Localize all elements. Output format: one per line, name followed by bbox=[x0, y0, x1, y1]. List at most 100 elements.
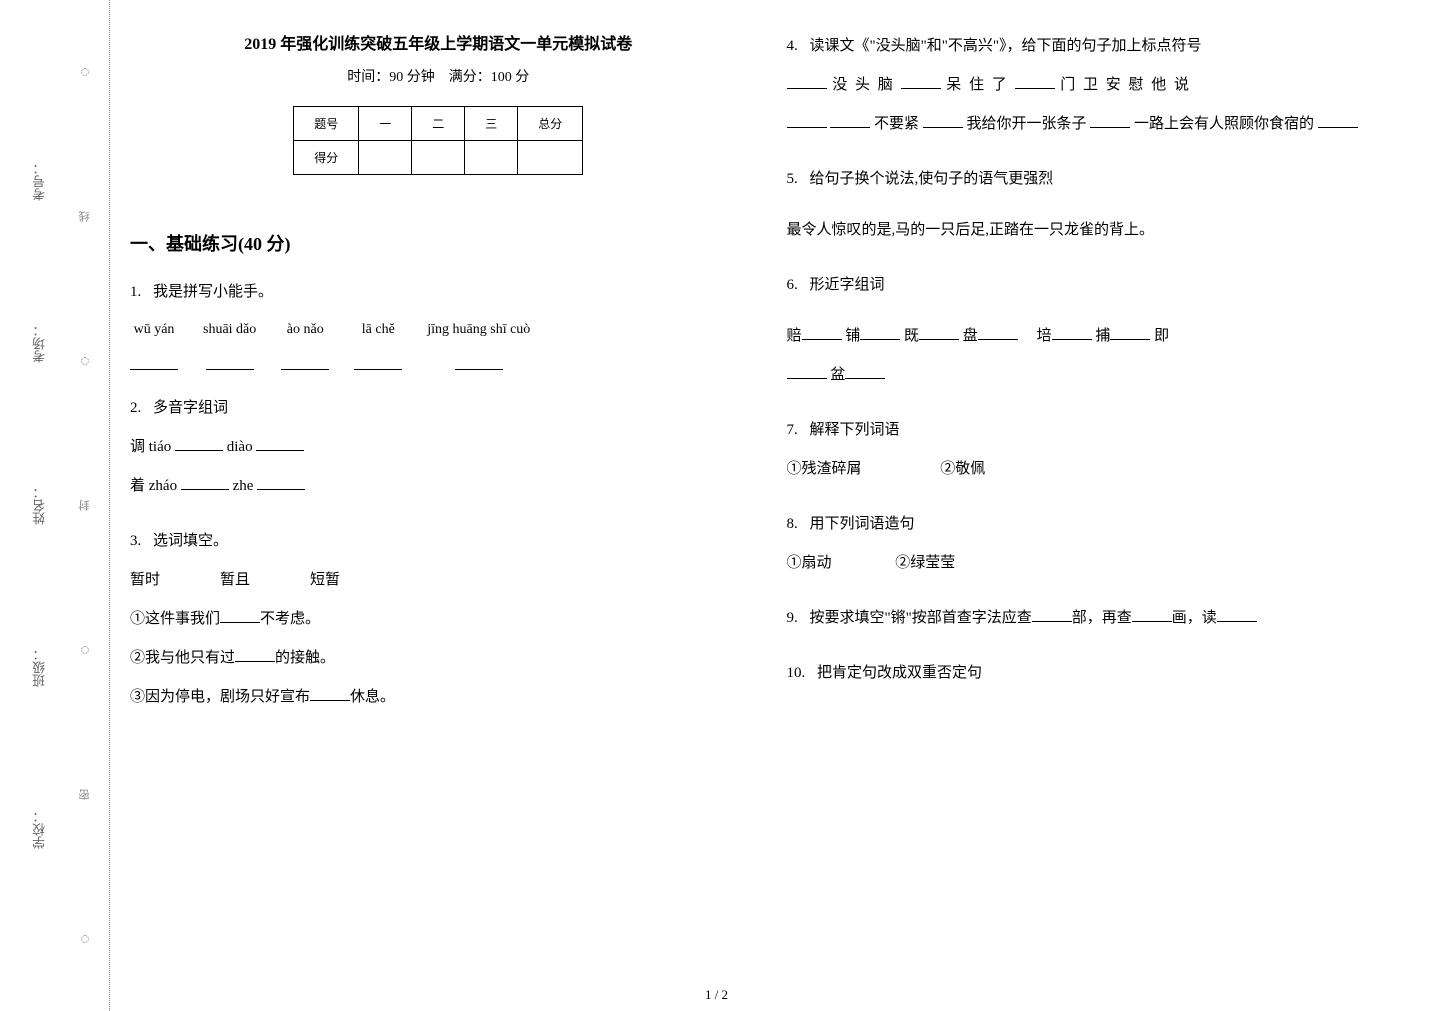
answer-blank[interactable] bbox=[787, 110, 827, 128]
table-cell bbox=[412, 141, 465, 175]
sub-items: ①扇动 ②绿莹莹 bbox=[787, 547, 1404, 580]
sub-item: ②我与他只有过的接触。 bbox=[130, 642, 747, 675]
answer-blank[interactable] bbox=[860, 322, 900, 340]
pinyin-item: shuāi dǎo bbox=[203, 315, 256, 370]
char: 盘 bbox=[963, 328, 978, 344]
item: ①扇动 bbox=[787, 555, 832, 571]
answer-blank[interactable] bbox=[923, 110, 963, 128]
question-number: 6. bbox=[787, 277, 798, 293]
section-1-header: 一、基础练习(40 分) bbox=[130, 230, 747, 256]
sidebar-label-name: 姓名： bbox=[30, 486, 49, 525]
fragment: 一路上会有人照顾你食宿的 bbox=[1134, 116, 1314, 132]
dotted-circle-icon bbox=[81, 935, 89, 943]
fragment: 没 头 脑 bbox=[832, 77, 895, 93]
question-number: 2. bbox=[130, 400, 141, 416]
answer-blank[interactable] bbox=[130, 352, 178, 370]
table-cell: 总分 bbox=[518, 107, 583, 141]
punctuation-line: 不要紧 我给你开一张条子 一路上会有人照顾你食宿的 bbox=[787, 108, 1404, 141]
answer-blank[interactable] bbox=[220, 605, 260, 623]
char-pinyin: 调 tiáo bbox=[130, 439, 171, 455]
word-options: 暂时 暂且 短暂 bbox=[130, 564, 747, 597]
answer-blank[interactable] bbox=[206, 352, 254, 370]
item: ②绿莹莹 bbox=[895, 555, 955, 571]
answer-blank[interactable] bbox=[181, 472, 229, 490]
answer-blank[interactable] bbox=[1015, 71, 1055, 89]
answer-blank[interactable] bbox=[787, 361, 827, 379]
char: 培 bbox=[1037, 328, 1052, 344]
item-text: ②我与他只有过 bbox=[130, 650, 235, 666]
answer-blank[interactable] bbox=[787, 71, 827, 89]
exam-subtitle: 时间：90 分钟 满分：100 分 bbox=[130, 66, 747, 86]
question-text: 把肯定句改成双重否定句 bbox=[817, 665, 982, 681]
item-text: 休息。 bbox=[350, 689, 395, 705]
question-text: 选词填空。 bbox=[153, 533, 228, 549]
question-5: 5. 给句子换个说法,使句子的语气更强烈 最令人惊叹的是,马的一只后足,正踏在一… bbox=[787, 163, 1404, 247]
dotted-circle-icon bbox=[81, 646, 89, 654]
seal-line: 线 封 密 bbox=[75, 0, 95, 1011]
pinyin-text: lā chě bbox=[362, 315, 395, 346]
table-cell bbox=[465, 141, 518, 175]
question-text: 画，读 bbox=[1172, 610, 1217, 626]
fragment: 我给你开一张条子 bbox=[967, 116, 1087, 132]
char-pinyin: 着 zháo bbox=[130, 478, 177, 494]
question-number: 3. bbox=[130, 533, 141, 549]
question-text: 部，再查 bbox=[1072, 610, 1132, 626]
question-number: 9. bbox=[787, 610, 798, 626]
question-number: 10. bbox=[787, 665, 806, 681]
answer-blank[interactable] bbox=[830, 110, 870, 128]
score-table: 题号 一 二 三 总分 得分 bbox=[293, 106, 583, 175]
pinyin-item: jīng huāng shī cuò bbox=[427, 315, 530, 370]
answer-blank[interactable] bbox=[978, 322, 1018, 340]
answer-blank[interactable] bbox=[281, 352, 329, 370]
table-row: 得分 bbox=[294, 141, 583, 175]
question-number: 1. bbox=[130, 284, 141, 300]
char-line: 盆 bbox=[787, 359, 1404, 392]
sidebar-label-school: 学校： bbox=[30, 810, 49, 849]
question-number: 7. bbox=[787, 422, 798, 438]
sub-line: 调 tiáo diào bbox=[130, 431, 747, 464]
table-cell bbox=[518, 141, 583, 175]
answer-blank[interactable] bbox=[1217, 604, 1257, 622]
answer-blank[interactable] bbox=[845, 361, 885, 379]
char: 铺 bbox=[845, 328, 860, 344]
punctuation-line: 没 头 脑 呆 住 了 门 卫 安 慰 他 说 bbox=[787, 69, 1404, 102]
right-column: 4. 读课文《"没头脑"和"不高兴"》，给下面的句子加上标点符号 没 头 脑 呆… bbox=[787, 30, 1404, 981]
sentence: 最令人惊叹的是,马的一只后足,正踏在一只龙雀的背上。 bbox=[787, 214, 1404, 247]
answer-blank[interactable] bbox=[354, 352, 402, 370]
answer-blank[interactable] bbox=[455, 352, 503, 370]
answer-blank[interactable] bbox=[919, 322, 959, 340]
char: 赔 bbox=[787, 328, 802, 344]
answer-blank[interactable] bbox=[1318, 110, 1358, 128]
table-cell: 一 bbox=[359, 107, 412, 141]
answer-blank[interactable] bbox=[1110, 322, 1150, 340]
answer-blank[interactable] bbox=[1032, 604, 1072, 622]
answer-blank[interactable] bbox=[256, 433, 304, 451]
item-text: ③因为停电，剧场只好宣布 bbox=[130, 689, 310, 705]
answer-blank[interactable] bbox=[310, 683, 350, 701]
table-cell: 二 bbox=[412, 107, 465, 141]
question-8: 8. 用下列词语造句 ①扇动 ②绿莹莹 bbox=[787, 508, 1404, 580]
question-text: 用下列词语造句 bbox=[810, 516, 915, 532]
answer-blank[interactable] bbox=[235, 644, 275, 662]
table-cell: 题号 bbox=[294, 107, 359, 141]
question-text: 解释下列词语 bbox=[810, 422, 900, 438]
question-6: 6. 形近字组词 赔 铺 既 盘 培 捕 即 盆 bbox=[787, 269, 1404, 392]
pinyin-text: shuāi dǎo bbox=[203, 315, 256, 346]
item: ②敬佩 bbox=[940, 461, 985, 477]
answer-blank[interactable] bbox=[1052, 322, 1092, 340]
question-text: 我是拼写小能手。 bbox=[153, 284, 273, 300]
answer-blank[interactable] bbox=[1132, 604, 1172, 622]
question-text: 读课文《"没头脑"和"不高兴"》，给下面的句子加上标点符号 bbox=[810, 38, 1202, 54]
sub-item: ①这件事我们不考虑。 bbox=[130, 603, 747, 636]
answer-blank[interactable] bbox=[175, 433, 223, 451]
question-text: 按要求填空"锵"按部首查字法应查 bbox=[810, 610, 1032, 626]
answer-blank[interactable] bbox=[901, 71, 941, 89]
answer-blank[interactable] bbox=[1090, 110, 1130, 128]
sidebar-label-room: 考场： bbox=[30, 324, 49, 363]
question-4: 4. 读课文《"没头脑"和"不高兴"》，给下面的句子加上标点符号 没 头 脑 呆… bbox=[787, 30, 1404, 141]
answer-blank[interactable] bbox=[802, 322, 842, 340]
answer-blank[interactable] bbox=[257, 472, 305, 490]
question-text: 多音字组词 bbox=[153, 400, 228, 416]
main-content: 2019 年强化训练突破五年级上学期语文一单元模拟试卷 时间：90 分钟 满分：… bbox=[130, 30, 1403, 981]
seal-marker-2: 封 bbox=[77, 500, 93, 511]
